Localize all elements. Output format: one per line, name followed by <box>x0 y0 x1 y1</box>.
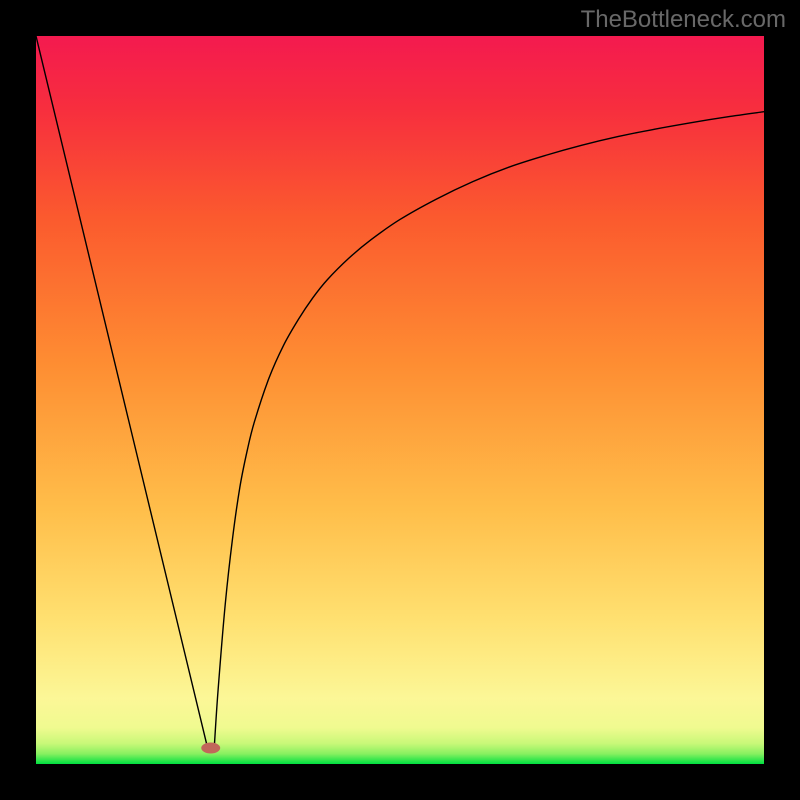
watermark-text: TheBottleneck.com <box>581 6 786 34</box>
plot-area <box>36 36 764 764</box>
minimum-marker <box>201 743 220 754</box>
chart-container: TheBottleneck.com <box>0 0 800 800</box>
gradient-background <box>36 36 764 764</box>
chart-svg <box>36 36 764 764</box>
